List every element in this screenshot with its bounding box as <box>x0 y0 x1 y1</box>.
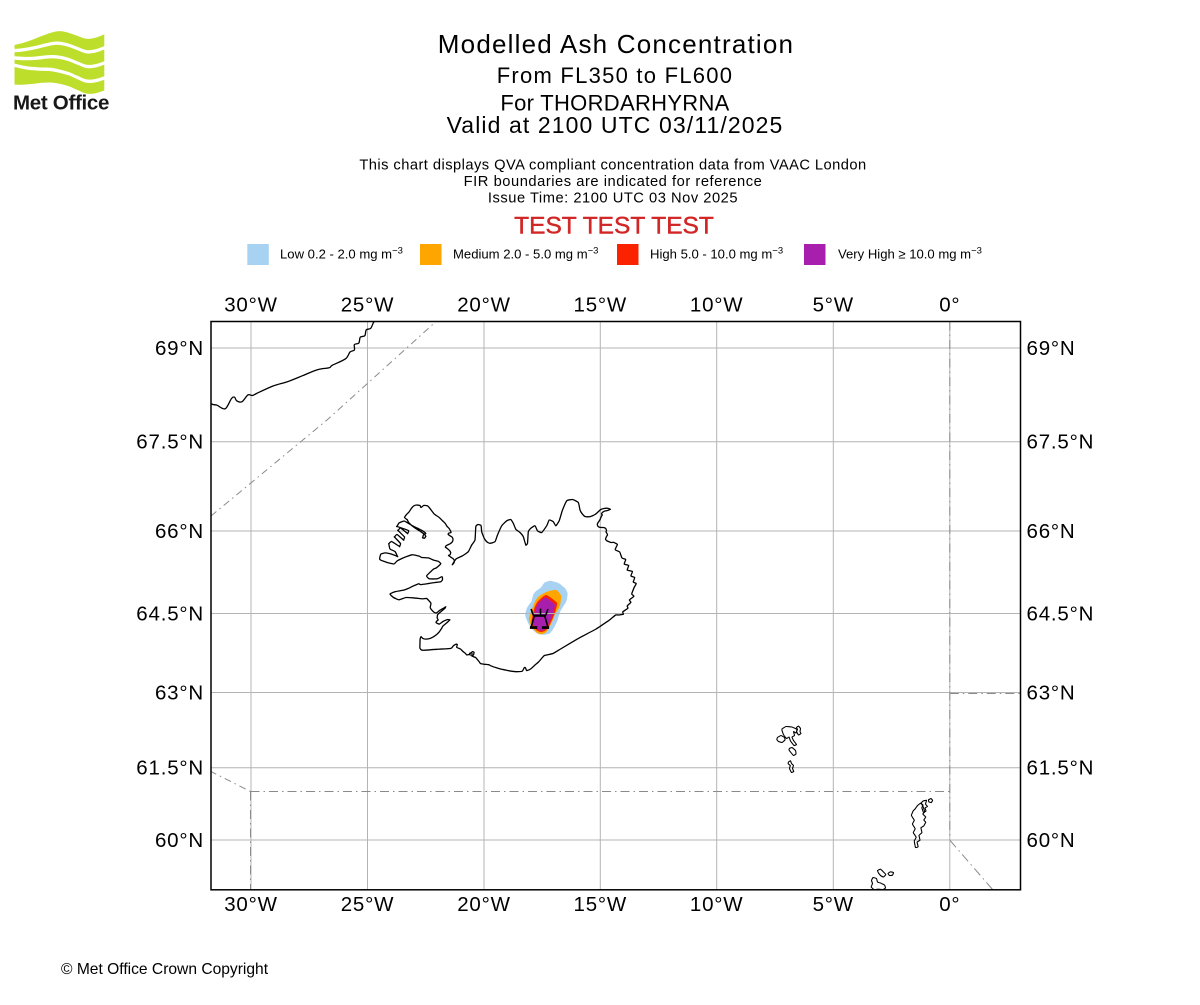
svg-text:69°N: 69°N <box>1027 337 1076 360</box>
svg-text:63°N: 63°N <box>1027 681 1076 704</box>
svg-text:30°W: 30°W <box>224 294 278 317</box>
svg-text:30°W: 30°W <box>224 893 278 916</box>
svg-text:10°W: 10°W <box>690 294 744 317</box>
svg-text:66°N: 66°N <box>1027 520 1076 543</box>
svg-text:66°N: 66°N <box>155 520 204 543</box>
svg-text:Met Office: Met Office <box>13 91 109 114</box>
svg-text:High 5.0 - 10.0 mg m−3: High 5.0 - 10.0 mg m−3 <box>650 246 783 262</box>
svg-text:© Met Office Crown Copyright: © Met Office Crown Copyright <box>61 961 269 978</box>
svg-text:67.5°N: 67.5°N <box>1027 431 1095 454</box>
svg-text:0°: 0° <box>939 294 960 317</box>
svg-text:15°W: 15°W <box>574 893 628 916</box>
svg-text:61.5°N: 61.5°N <box>1027 757 1095 780</box>
svg-text:69°N: 69°N <box>155 337 204 360</box>
svg-text:Low 0.2 - 2.0 mg m−3: Low 0.2 - 2.0 mg m−3 <box>280 246 403 262</box>
svg-text:Modelled Ash Concentration: Modelled Ash Concentration <box>438 29 794 59</box>
svg-text:For THORDARHYRNA: For THORDARHYRNA <box>500 91 729 116</box>
svg-text:Valid at 2100 UTC 03/11/2025: Valid at 2100 UTC 03/11/2025 <box>447 112 784 138</box>
svg-text:67.5°N: 67.5°N <box>136 431 204 454</box>
svg-text:FIR boundaries are indicated f: FIR boundaries are indicated for referen… <box>464 174 763 190</box>
svg-text:15°W: 15°W <box>574 294 628 317</box>
svg-text:From FL350 to FL600: From FL350 to FL600 <box>497 63 734 88</box>
svg-text:5°W: 5°W <box>813 294 854 317</box>
svg-text:63°N: 63°N <box>155 681 204 704</box>
svg-text:61.5°N: 61.5°N <box>136 757 204 780</box>
svg-text:20°W: 20°W <box>457 893 511 916</box>
svg-text:25°W: 25°W <box>341 294 395 317</box>
svg-text:Very High ≥ 10.0 mg m−3: Very High ≥ 10.0 mg m−3 <box>838 246 982 262</box>
svg-text:This chart displays QVA compli: This chart displays QVA compliant concen… <box>359 158 866 174</box>
svg-text:0°: 0° <box>939 893 960 916</box>
svg-text:TEST TEST TEST: TEST TEST TEST <box>514 213 714 240</box>
svg-text:60°N: 60°N <box>1027 829 1076 852</box>
svg-text:64.5°N: 64.5°N <box>136 602 204 625</box>
svg-text:25°W: 25°W <box>341 893 395 916</box>
svg-text:60°N: 60°N <box>155 829 204 852</box>
svg-text:64.5°N: 64.5°N <box>1027 602 1095 625</box>
svg-text:10°W: 10°W <box>690 893 744 916</box>
svg-text:20°W: 20°W <box>457 294 511 317</box>
svg-text:Issue Time: 2100 UTC 03 Nov 20: Issue Time: 2100 UTC 03 Nov 2025 <box>488 191 738 207</box>
svg-text:Medium 2.0 - 5.0 mg m−3: Medium 2.0 - 5.0 mg m−3 <box>453 246 598 262</box>
svg-text:5°W: 5°W <box>813 893 854 916</box>
